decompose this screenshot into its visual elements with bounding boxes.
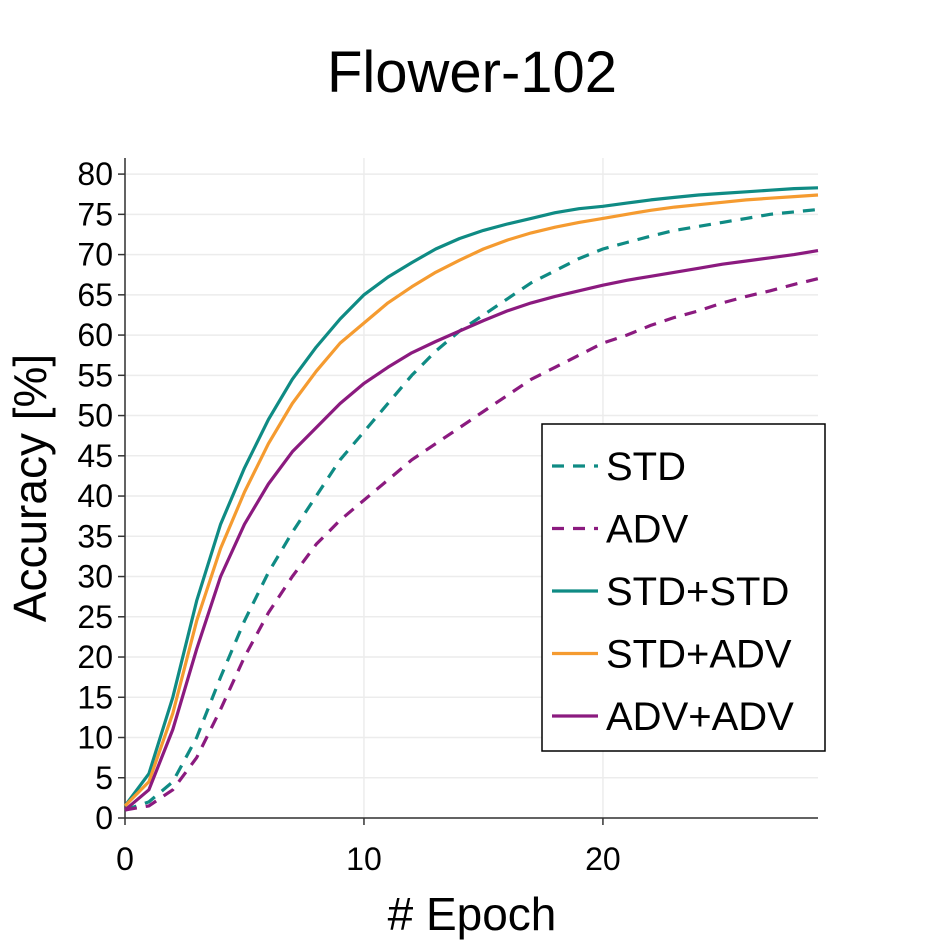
legend-label: STD+STD xyxy=(606,570,789,614)
y-tick-label: 50 xyxy=(77,398,113,434)
y-tick-label: 5 xyxy=(95,760,113,796)
series-line-std-std xyxy=(123,186,819,807)
y-ticks: 0 5 10 15 20 25 30 35 40 45 50 55 60 65 70 75 80 xyxy=(77,156,125,836)
x-axis-label: # Epoch xyxy=(388,888,557,940)
axes xyxy=(124,158,818,819)
legend-label: ADV xyxy=(606,508,689,552)
series-line-adv xyxy=(124,277,819,812)
y-tick-label: 40 xyxy=(77,478,113,514)
y-tick-label: 35 xyxy=(77,518,113,554)
legend: STD ADV STD+STD STD+ADV ADV+ADV xyxy=(541,423,826,752)
chart-title: Flower-102 xyxy=(327,40,617,105)
x-tick-label: 0 xyxy=(116,841,134,877)
legend-label: STD+ADV xyxy=(606,633,792,677)
y-tick-label: 30 xyxy=(77,559,113,595)
y-tick-label: 65 xyxy=(77,277,113,313)
y-tick-label: 15 xyxy=(77,679,113,715)
y-tick-label: 45 xyxy=(77,438,113,474)
y-tick-label: 80 xyxy=(77,156,113,192)
y-tick-label: 55 xyxy=(77,357,113,393)
x-tick-label: 20 xyxy=(585,841,621,877)
y-tick-label: 20 xyxy=(77,639,113,675)
series-line-adv-adv xyxy=(123,249,819,812)
legend-label: ADV+ADV xyxy=(606,695,794,739)
series-line-std-adv xyxy=(123,193,819,808)
y-axis-label: Accuracy [%] xyxy=(4,354,56,622)
series-line-std xyxy=(124,207,819,812)
y-tick-label: 25 xyxy=(77,599,113,635)
y-tick-label: 60 xyxy=(77,317,113,353)
legend-label: STD xyxy=(606,445,686,489)
y-tick-label: 70 xyxy=(77,237,113,273)
legend-box xyxy=(541,423,826,752)
y-tick-label: 0 xyxy=(95,800,113,836)
y-tick-label: 10 xyxy=(77,720,113,756)
y-tick-label: 75 xyxy=(77,196,113,232)
series xyxy=(123,186,819,812)
x-tick-label: 10 xyxy=(346,841,382,877)
x-ticks: 0 10 20 xyxy=(116,818,621,877)
